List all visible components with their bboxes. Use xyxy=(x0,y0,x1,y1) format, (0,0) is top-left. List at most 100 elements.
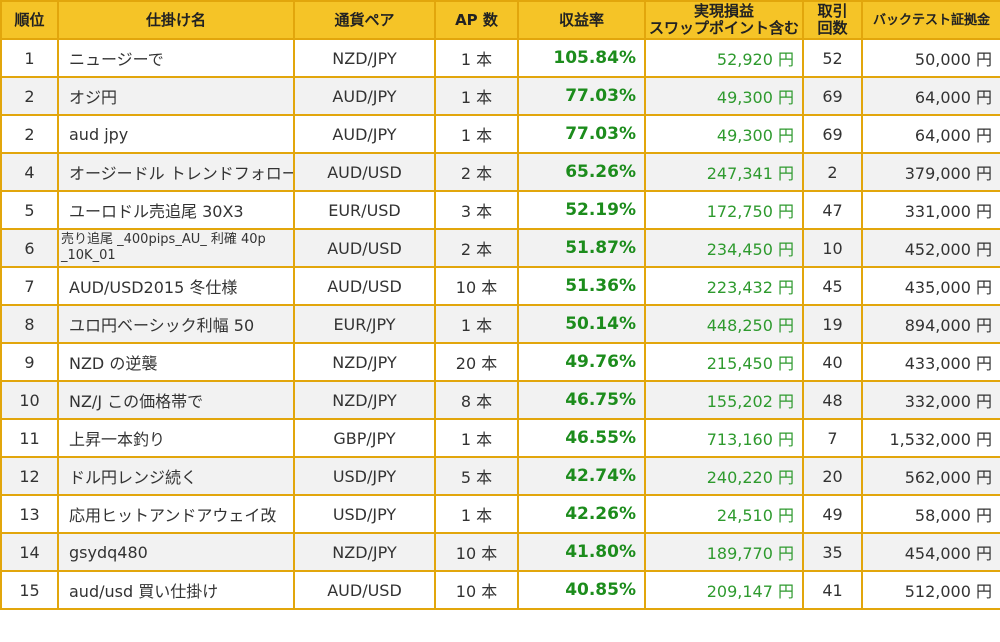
strategy-name-cell: AUD/USD2015 冬仕様 xyxy=(57,266,295,306)
table-row: 4 オージードル トレンドフォロー AUD/USD 2 本 65.26% 247,341 … xyxy=(0,152,1000,192)
trade-count-cell: 47 xyxy=(802,190,863,230)
rank-cell: 5 xyxy=(0,190,59,230)
return-rate-cell: 77.03% xyxy=(517,114,646,154)
trade-count-cell: 41 xyxy=(802,570,863,610)
currency-pair-cell: GBP/JPY xyxy=(293,418,436,458)
table-row: 12 ドル円レンジ続く USD/JPY 5 本 42.74% 240,220 円 20 562… xyxy=(0,456,1000,496)
backtest-margin-cell: 331,000 円 xyxy=(861,190,1000,230)
currency-pair-cell: AUD/JPY xyxy=(293,76,436,116)
return-rate-cell: 65.26% xyxy=(517,152,646,192)
realized-pl-cell: 223,432 円 xyxy=(644,266,804,306)
realized-pl-cell: 24,510 円 xyxy=(644,494,804,534)
ap-count-cell: 5 本 xyxy=(434,456,519,496)
header-pl-line1: 実現損益 xyxy=(693,2,754,20)
realized-pl-cell: 234,450 円 xyxy=(644,228,804,268)
rank-cell: 7 xyxy=(0,266,59,306)
trade-count-cell: 2 xyxy=(802,152,863,192)
rank-cell: 11 xyxy=(0,418,59,458)
rank-cell: 15 xyxy=(0,570,59,610)
realized-pl-cell: 49,300 円 xyxy=(644,76,804,116)
ap-count-cell: 10 本 xyxy=(434,570,519,610)
currency-pair-cell: NZD/JPY xyxy=(293,38,436,78)
ranking-table: 順位 仕掛け名 通貨ペア AP 数 収益率 実現損益 スワップポイント含む 取引回… xyxy=(0,0,1000,610)
strategy-name-cell: ドル円レンジ続く xyxy=(57,456,295,496)
backtest-margin-cell: 435,000 円 xyxy=(861,266,1000,306)
realized-pl-cell: 155,202 円 xyxy=(644,380,804,420)
realized-pl-cell: 209,147 円 xyxy=(644,570,804,610)
header-trades-line1: 取引 xyxy=(817,2,848,20)
trade-count-cell: 69 xyxy=(802,114,863,154)
realized-pl-cell: 215,450 円 xyxy=(644,342,804,382)
backtest-margin-cell: 50,000 円 xyxy=(861,38,1000,78)
realized-pl-cell: 49,300 円 xyxy=(644,114,804,154)
realized-pl-cell: 240,220 円 xyxy=(644,456,804,496)
table-row: 11 上昇一本釣り GBP/JPY 1 本 46.55% 713,160 円 7 1,532,… xyxy=(0,418,1000,458)
strategy-name-cell: ニュージーで xyxy=(57,38,295,78)
rank-cell: 9 xyxy=(0,342,59,382)
rank-cell: 6 xyxy=(0,228,59,268)
realized-pl-cell: 52,920 円 xyxy=(644,38,804,78)
strategy-name-cell: NZ/J この価格帯で xyxy=(57,380,295,420)
ap-count-cell: 1 本 xyxy=(434,114,519,154)
trade-count-cell: 35 xyxy=(802,532,863,572)
return-rate-cell: 52.19% xyxy=(517,190,646,230)
rank-cell: 1 xyxy=(0,38,59,78)
trade-count-cell: 7 xyxy=(802,418,863,458)
currency-pair-cell: EUR/JPY xyxy=(293,304,436,344)
table-row: 10 NZ/J この価格帯で NZD/JPY 8 本 46.75% 155,202 円 48… xyxy=(0,380,1000,420)
currency-pair-cell: NZD/JPY xyxy=(293,532,436,572)
return-rate-cell: 50.14% xyxy=(517,304,646,344)
return-rate-cell: 51.36% xyxy=(517,266,646,306)
header-pl-line2: スワップポイント含む xyxy=(648,19,799,37)
realized-pl-cell: 247,341 円 xyxy=(644,152,804,192)
header-ap: AP 数 xyxy=(434,0,519,40)
return-rate-cell: 40.85% xyxy=(517,570,646,610)
strategy-name-cell: オージードル トレンドフォロー xyxy=(57,152,295,192)
header-name: 仕掛け名 xyxy=(57,0,295,40)
backtest-margin-cell: 894,000 円 xyxy=(861,304,1000,344)
header-rank: 順位 xyxy=(0,0,59,40)
table-row: 6 売り追尾 _400pips_AU_ 利確 40p _10K_01 AUD/USD… xyxy=(0,228,1000,268)
ap-count-cell: 2 本 xyxy=(434,152,519,192)
realized-pl-cell: 172,750 円 xyxy=(644,190,804,230)
return-rate-cell: 46.75% xyxy=(517,380,646,420)
realized-pl-cell: 189,770 円 xyxy=(644,532,804,572)
header-pl: 実現損益 スワップポイント含む xyxy=(644,0,804,40)
ap-count-cell: 10 本 xyxy=(434,266,519,306)
strategy-name-cell: NZD の逆襲 xyxy=(57,342,295,382)
table-row: 7 AUD/USD2015 冬仕様 AUD/USD 10 本 51.36% 223,432… xyxy=(0,266,1000,306)
return-rate-cell: 42.74% xyxy=(517,456,646,496)
strategy-name-cell: 上昇一本釣り xyxy=(57,418,295,458)
trade-count-cell: 20 xyxy=(802,456,863,496)
realized-pl-cell: 713,160 円 xyxy=(644,418,804,458)
backtest-margin-cell: 454,000 円 xyxy=(861,532,1000,572)
currency-pair-cell: AUD/USD xyxy=(293,228,436,268)
ap-count-cell: 10 本 xyxy=(434,532,519,572)
backtest-margin-cell: 379,000 円 xyxy=(861,152,1000,192)
ap-count-cell: 3 本 xyxy=(434,190,519,230)
rank-cell: 14 xyxy=(0,532,59,572)
table-row: 14 gsydq480 NZD/JPY 10 本 41.80% 189,770 円 35 45… xyxy=(0,532,1000,572)
rank-cell: 2 xyxy=(0,114,59,154)
strategy-name-cell: ユーロドル売追尾 30X3 xyxy=(57,190,295,230)
currency-pair-cell: AUD/JPY xyxy=(293,114,436,154)
return-rate-cell: 41.80% xyxy=(517,532,646,572)
strategy-name-cell: オジ円 xyxy=(57,76,295,116)
trade-count-cell: 52 xyxy=(802,38,863,78)
table-row: 2 aud jpy AUD/JPY 1 本 77.03% 49,300 円 69 64,000… xyxy=(0,114,1000,154)
trade-count-cell: 69 xyxy=(802,76,863,116)
header-pair: 通貨ペア xyxy=(293,0,436,40)
return-rate-cell: 42.26% xyxy=(517,494,646,534)
trade-count-cell: 10 xyxy=(802,228,863,268)
currency-pair-cell: USD/JPY xyxy=(293,494,436,534)
strategy-name-cell: 売り追尾 _400pips_AU_ 利確 40p _10K_01 xyxy=(57,228,295,268)
trade-count-cell: 40 xyxy=(802,342,863,382)
currency-pair-cell: AUD/USD xyxy=(293,152,436,192)
table-row: 15 aud/usd 買い仕掛け AUD/USD 10 本 40.85% 209,147 … xyxy=(0,570,1000,610)
ap-count-cell: 8 本 xyxy=(434,380,519,420)
ap-count-cell: 1 本 xyxy=(434,418,519,458)
backtest-margin-cell: 58,000 円 xyxy=(861,494,1000,534)
rank-cell: 2 xyxy=(0,76,59,116)
backtest-margin-cell: 433,000 円 xyxy=(861,342,1000,382)
